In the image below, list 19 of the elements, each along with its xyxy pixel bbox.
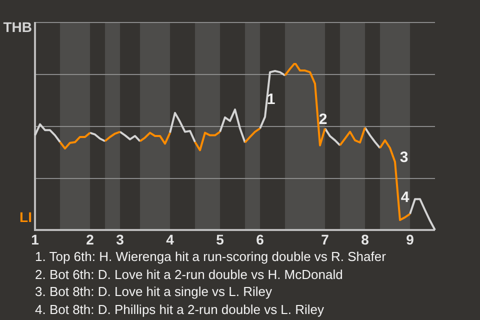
text: 4. Bot 8th: D. Phillips hit a 2-run double vs L. Riley xyxy=(35,300,326,318)
x-tick-label: 4 xyxy=(166,231,174,248)
x-tick-label: 8 xyxy=(361,231,370,248)
x-tick-label: 7 xyxy=(321,231,330,248)
annotation: 2 xyxy=(318,111,328,128)
x-tick-label: 1 xyxy=(31,231,40,248)
annotation: 3 xyxy=(400,149,408,166)
annotation: 1 xyxy=(266,91,276,108)
annotation: 4 xyxy=(400,189,410,206)
x-tick-label: 3 xyxy=(116,231,124,248)
text: LI xyxy=(20,208,32,225)
text: THB xyxy=(3,18,32,35)
x-tick-label: 5 xyxy=(216,231,224,248)
x-tick-label: 2 xyxy=(86,231,94,248)
x-tick-label: 6 xyxy=(256,231,264,248)
x-tick-label: 9 xyxy=(406,231,414,248)
text: 3. Bot 8th: D. Love hit a single vs L. Riley xyxy=(35,283,274,300)
text: 1. Top 6th: H. Wierenga hit a run-scoring double vs R. Shafer xyxy=(35,248,387,266)
text: 2. Bot 6th: D. Love hit a 2-run double vs H. McDonald xyxy=(35,266,344,283)
